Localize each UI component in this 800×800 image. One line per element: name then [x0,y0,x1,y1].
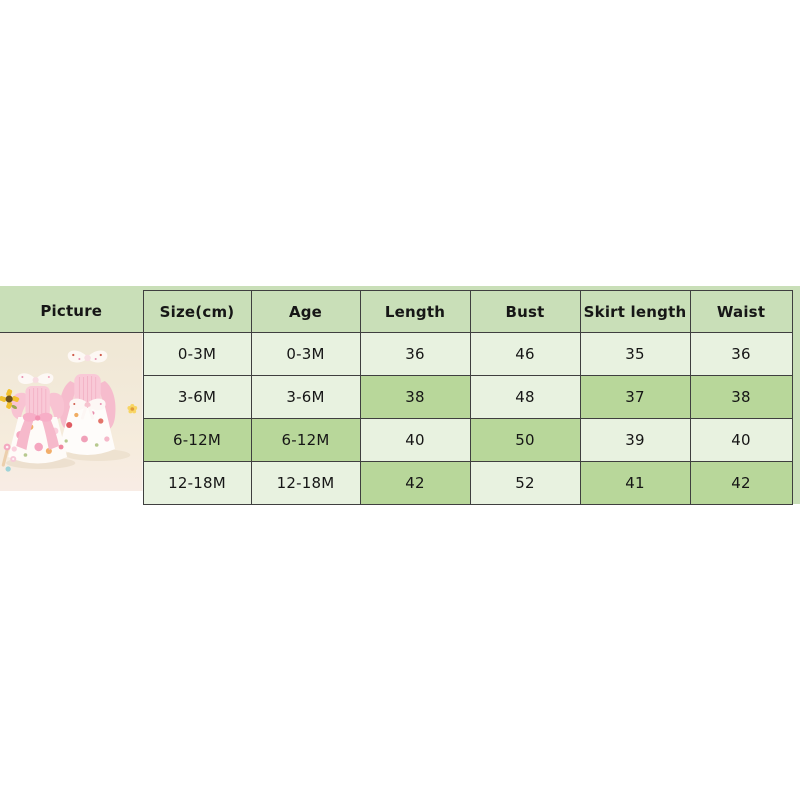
column-header-size: Size(cm) [142,290,252,333]
table-cell: 38 [359,375,471,419]
table-cell: 37 [579,375,691,419]
column-header-age: Age [250,290,361,333]
column-header-length: Length [359,290,471,333]
table-cell: 0-3M [250,332,361,376]
product-photo-cell [0,332,144,505]
table-cell: 39 [579,418,691,462]
table-cell: 40 [689,418,793,462]
table-cell: 12-18M [142,461,252,505]
table-cell: 41 [579,461,691,505]
table-row: 12-18M 12-18M 42 52 41 42 [0,461,793,505]
table-cell: 3-6M [250,375,361,419]
table-row: 3-6M 3-6M 38 48 37 38 [0,375,793,419]
table-cell: 52 [469,461,581,505]
table-cell: 40 [359,418,471,462]
table-cell: 6-12M [250,418,361,462]
table-row: 0-3M 0-3M 36 46 35 36 [0,332,793,505]
table-cell: 0-3M [142,332,252,376]
waist-bow-icon [22,412,53,422]
table-cell: 12-18M [250,461,361,505]
table-cell: 46 [469,332,581,376]
size-table: Picture Size(cm) Age Length Bust Skirt l… [0,290,793,505]
table-cell: 42 [689,461,793,505]
table-cell: 6-12M [142,418,252,462]
waist-bow-icon [69,398,106,420]
column-header-bust: Bust [469,290,581,333]
small-flower-icon [127,404,138,414]
table-cell: 36 [359,332,471,376]
table-row: 6-12M 6-12M 40 50 39 40 [0,418,793,462]
table-cell: 36 [689,332,793,376]
table-cell: 42 [359,461,471,505]
table-cell: 48 [469,375,581,419]
column-header-waist: Waist [689,290,793,333]
column-header-skirt-length: Skirt length [579,290,691,333]
headband-bow-icon [67,350,108,363]
hair-clips-icon [1,443,17,472]
column-header-picture: Picture [0,290,144,333]
table-cell: 3-6M [142,375,252,419]
baby-dresses-photo [0,333,143,491]
table-cell: 50 [469,418,581,462]
right-dress [59,350,116,455]
product-photo [0,333,143,491]
sunflower-icon [0,389,20,410]
header-row: Picture Size(cm) Age Length Bust Skirt l… [0,290,793,333]
headband-bow-icon [17,373,54,385]
table-cell: 35 [579,332,691,376]
table-cell: 38 [689,375,793,419]
